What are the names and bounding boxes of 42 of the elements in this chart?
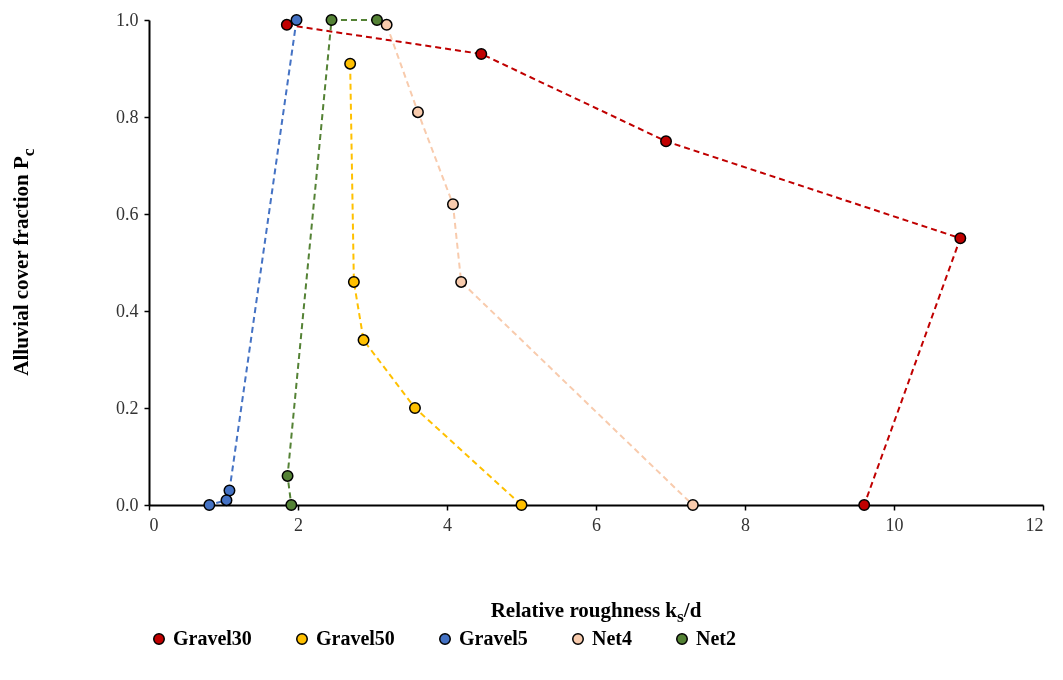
legend-label: Gravel5	[459, 627, 528, 649]
point	[325, 14, 338, 26]
x-tick-label: 0	[149, 514, 159, 535]
x-tick-label: 10	[885, 514, 904, 535]
point	[370, 14, 383, 26]
legend-label: Gravel30	[173, 627, 252, 649]
point	[290, 14, 303, 26]
y-tick-label: 0.8	[116, 106, 139, 127]
legend-label: Net4	[592, 627, 632, 649]
point	[203, 499, 216, 511]
point	[285, 499, 298, 511]
y-tick-label: 0.2	[116, 397, 139, 418]
point	[515, 499, 528, 511]
point	[347, 275, 360, 288]
x-tick-label: 12	[1025, 514, 1044, 535]
point	[858, 499, 871, 511]
point	[380, 18, 393, 31]
point	[357, 334, 370, 347]
point	[660, 135, 673, 148]
point	[223, 484, 236, 497]
x-tick-label: 2	[294, 514, 303, 535]
point	[954, 232, 967, 245]
point	[686, 499, 699, 511]
x-axis-title: Relative roughness k$_{s}$/d	[490, 598, 702, 628]
y-tick-label: 1.0	[116, 9, 139, 30]
point	[455, 275, 468, 288]
point	[475, 47, 488, 60]
point	[220, 494, 233, 507]
point	[280, 18, 293, 31]
x-tick-label: 8	[741, 514, 750, 535]
y-tick-label: 0.0	[116, 494, 139, 515]
y-tick-label: 0.6	[116, 203, 139, 224]
point	[344, 57, 357, 70]
y-tick-label: 0.4	[116, 300, 139, 321]
legend-label: Net2	[696, 627, 736, 649]
point	[408, 402, 421, 414]
x-tick-label: 4	[443, 514, 452, 535]
legend-label: Gravel50	[316, 627, 395, 649]
point	[446, 198, 459, 211]
point	[281, 469, 294, 482]
point	[411, 106, 424, 119]
x-tick-label: 6	[592, 514, 601, 535]
